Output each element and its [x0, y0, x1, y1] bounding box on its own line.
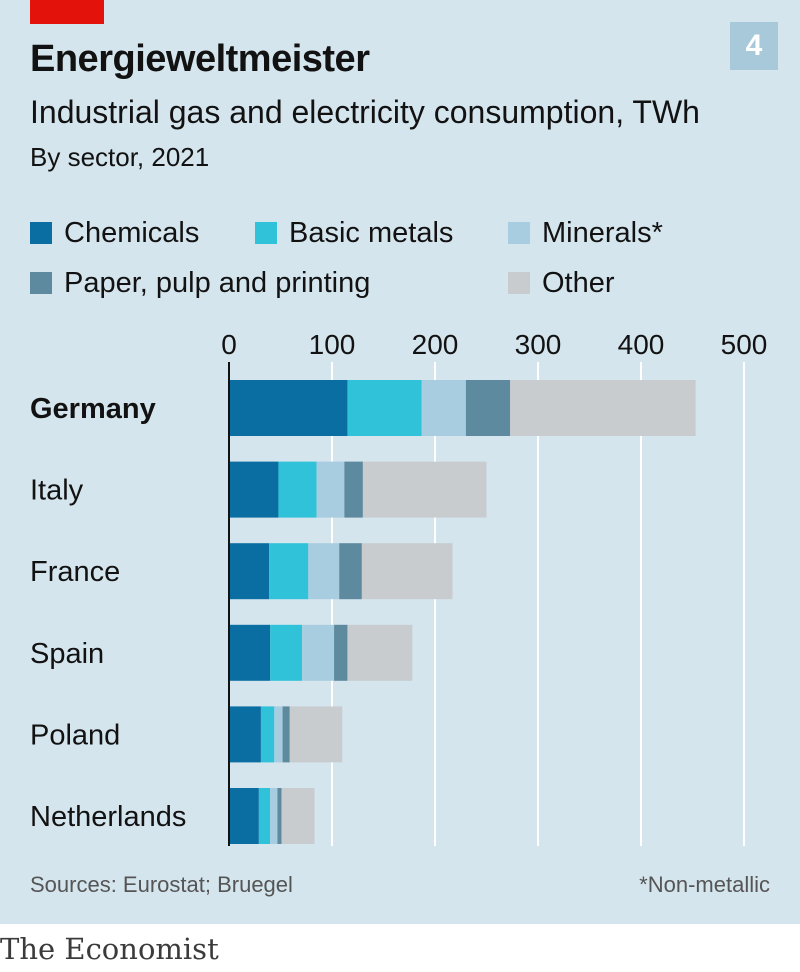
- bar-germany-chemicals: [229, 380, 348, 436]
- bar-netherlands-other: [281, 788, 315, 844]
- legend-item-basic-metals: Basic metals: [255, 216, 454, 249]
- chart-subsubtitle: By sector, 2021: [30, 142, 210, 172]
- bar-poland-chemicals: [229, 706, 261, 763]
- x-tick-label-500: 500: [721, 329, 768, 360]
- bar-poland-basic-metals: [260, 706, 275, 763]
- legend-item-other: Other: [508, 266, 615, 299]
- legend-swatch-basic-metals: [255, 222, 277, 244]
- bar-spain-chemicals: [229, 624, 271, 681]
- x-tick-label-400: 400: [618, 329, 665, 360]
- chart-number-badge: 4: [730, 22, 778, 70]
- legend-swatch-paper: [30, 272, 52, 294]
- bar-france-minerals: [308, 543, 340, 600]
- source-note: Sources: Eurostat; Bruegel: [30, 872, 293, 897]
- x-tick-label-200: 200: [412, 329, 459, 360]
- category-label-italy: Italy: [30, 475, 84, 507]
- bar-italy-chemicals: [229, 461, 279, 518]
- legend-label-paper: Paper, pulp and printing: [64, 266, 371, 299]
- legend-item-minerals: Minerals*: [508, 216, 663, 249]
- bar-france-paper-pulp-and-printing: [339, 543, 362, 600]
- bar-poland-other: [289, 706, 343, 763]
- chart-title: Energieweltmeister: [30, 38, 370, 80]
- x-tick-label-100: 100: [309, 329, 356, 360]
- bar-spain-basic-metals: [270, 624, 303, 681]
- bar-spain-minerals: [302, 624, 335, 681]
- category-label-germany: Germany: [30, 393, 156, 425]
- bar-poland-minerals: [274, 706, 283, 763]
- legend-label-chemicals: Chemicals: [64, 216, 200, 249]
- bar-netherlands-paper-pulp-and-printing: [277, 788, 282, 844]
- legend-swatch-other: [508, 272, 530, 294]
- bar-germany-basic-metals: [347, 380, 422, 436]
- bar-france-other: [361, 543, 453, 600]
- legend-label-other: Other: [542, 266, 615, 299]
- bar-germany-paper-pulp-and-printing: [465, 380, 511, 436]
- x-tick-label-300: 300: [515, 329, 562, 360]
- bar-italy-minerals: [316, 461, 345, 518]
- bar-netherlands-minerals: [270, 788, 278, 844]
- bar-germany-minerals: [421, 380, 466, 436]
- legend-label-minerals: Minerals*: [542, 216, 663, 249]
- bar-spain-other: [347, 624, 413, 681]
- bar-italy-paper-pulp-and-printing: [344, 461, 363, 518]
- category-label-netherlands: Netherlands: [30, 801, 186, 833]
- category-label-france: France: [30, 556, 120, 588]
- stacked-bar-chart: 0 100 200 300 400 500 Germany Italy France Spain P…: [30, 329, 768, 846]
- bar-france-chemicals: [229, 543, 270, 600]
- x-tick-label-0: 0: [221, 329, 237, 360]
- legend-swatch-minerals: [508, 222, 530, 244]
- bar-italy-other: [362, 461, 487, 518]
- bar-france-basic-metals: [269, 543, 309, 600]
- chart-subtitle: Industrial gas and electricity consumpti…: [30, 94, 700, 130]
- bar-germany-other: [510, 380, 696, 436]
- footnote: *Non-metallic: [639, 872, 770, 897]
- legend-label-basic-metals: Basic metals: [289, 216, 454, 249]
- legend-item-chemicals: Chemicals: [30, 216, 200, 249]
- category-label-poland: Poland: [30, 719, 120, 751]
- economist-logo: The Economist: [0, 932, 219, 966]
- brand-red-bar: [30, 0, 104, 24]
- bar-spain-paper-pulp-and-printing: [334, 624, 348, 681]
- bar-netherlands-basic-metals: [258, 788, 271, 844]
- bar-netherlands-chemicals: [229, 788, 259, 844]
- legend-item-paper: Paper, pulp and printing: [30, 266, 371, 299]
- bar-poland-paper-pulp-and-printing: [282, 706, 290, 763]
- bar-italy-basic-metals: [278, 461, 317, 518]
- category-label-spain: Spain: [30, 638, 104, 670]
- legend-swatch-chemicals: [30, 222, 52, 244]
